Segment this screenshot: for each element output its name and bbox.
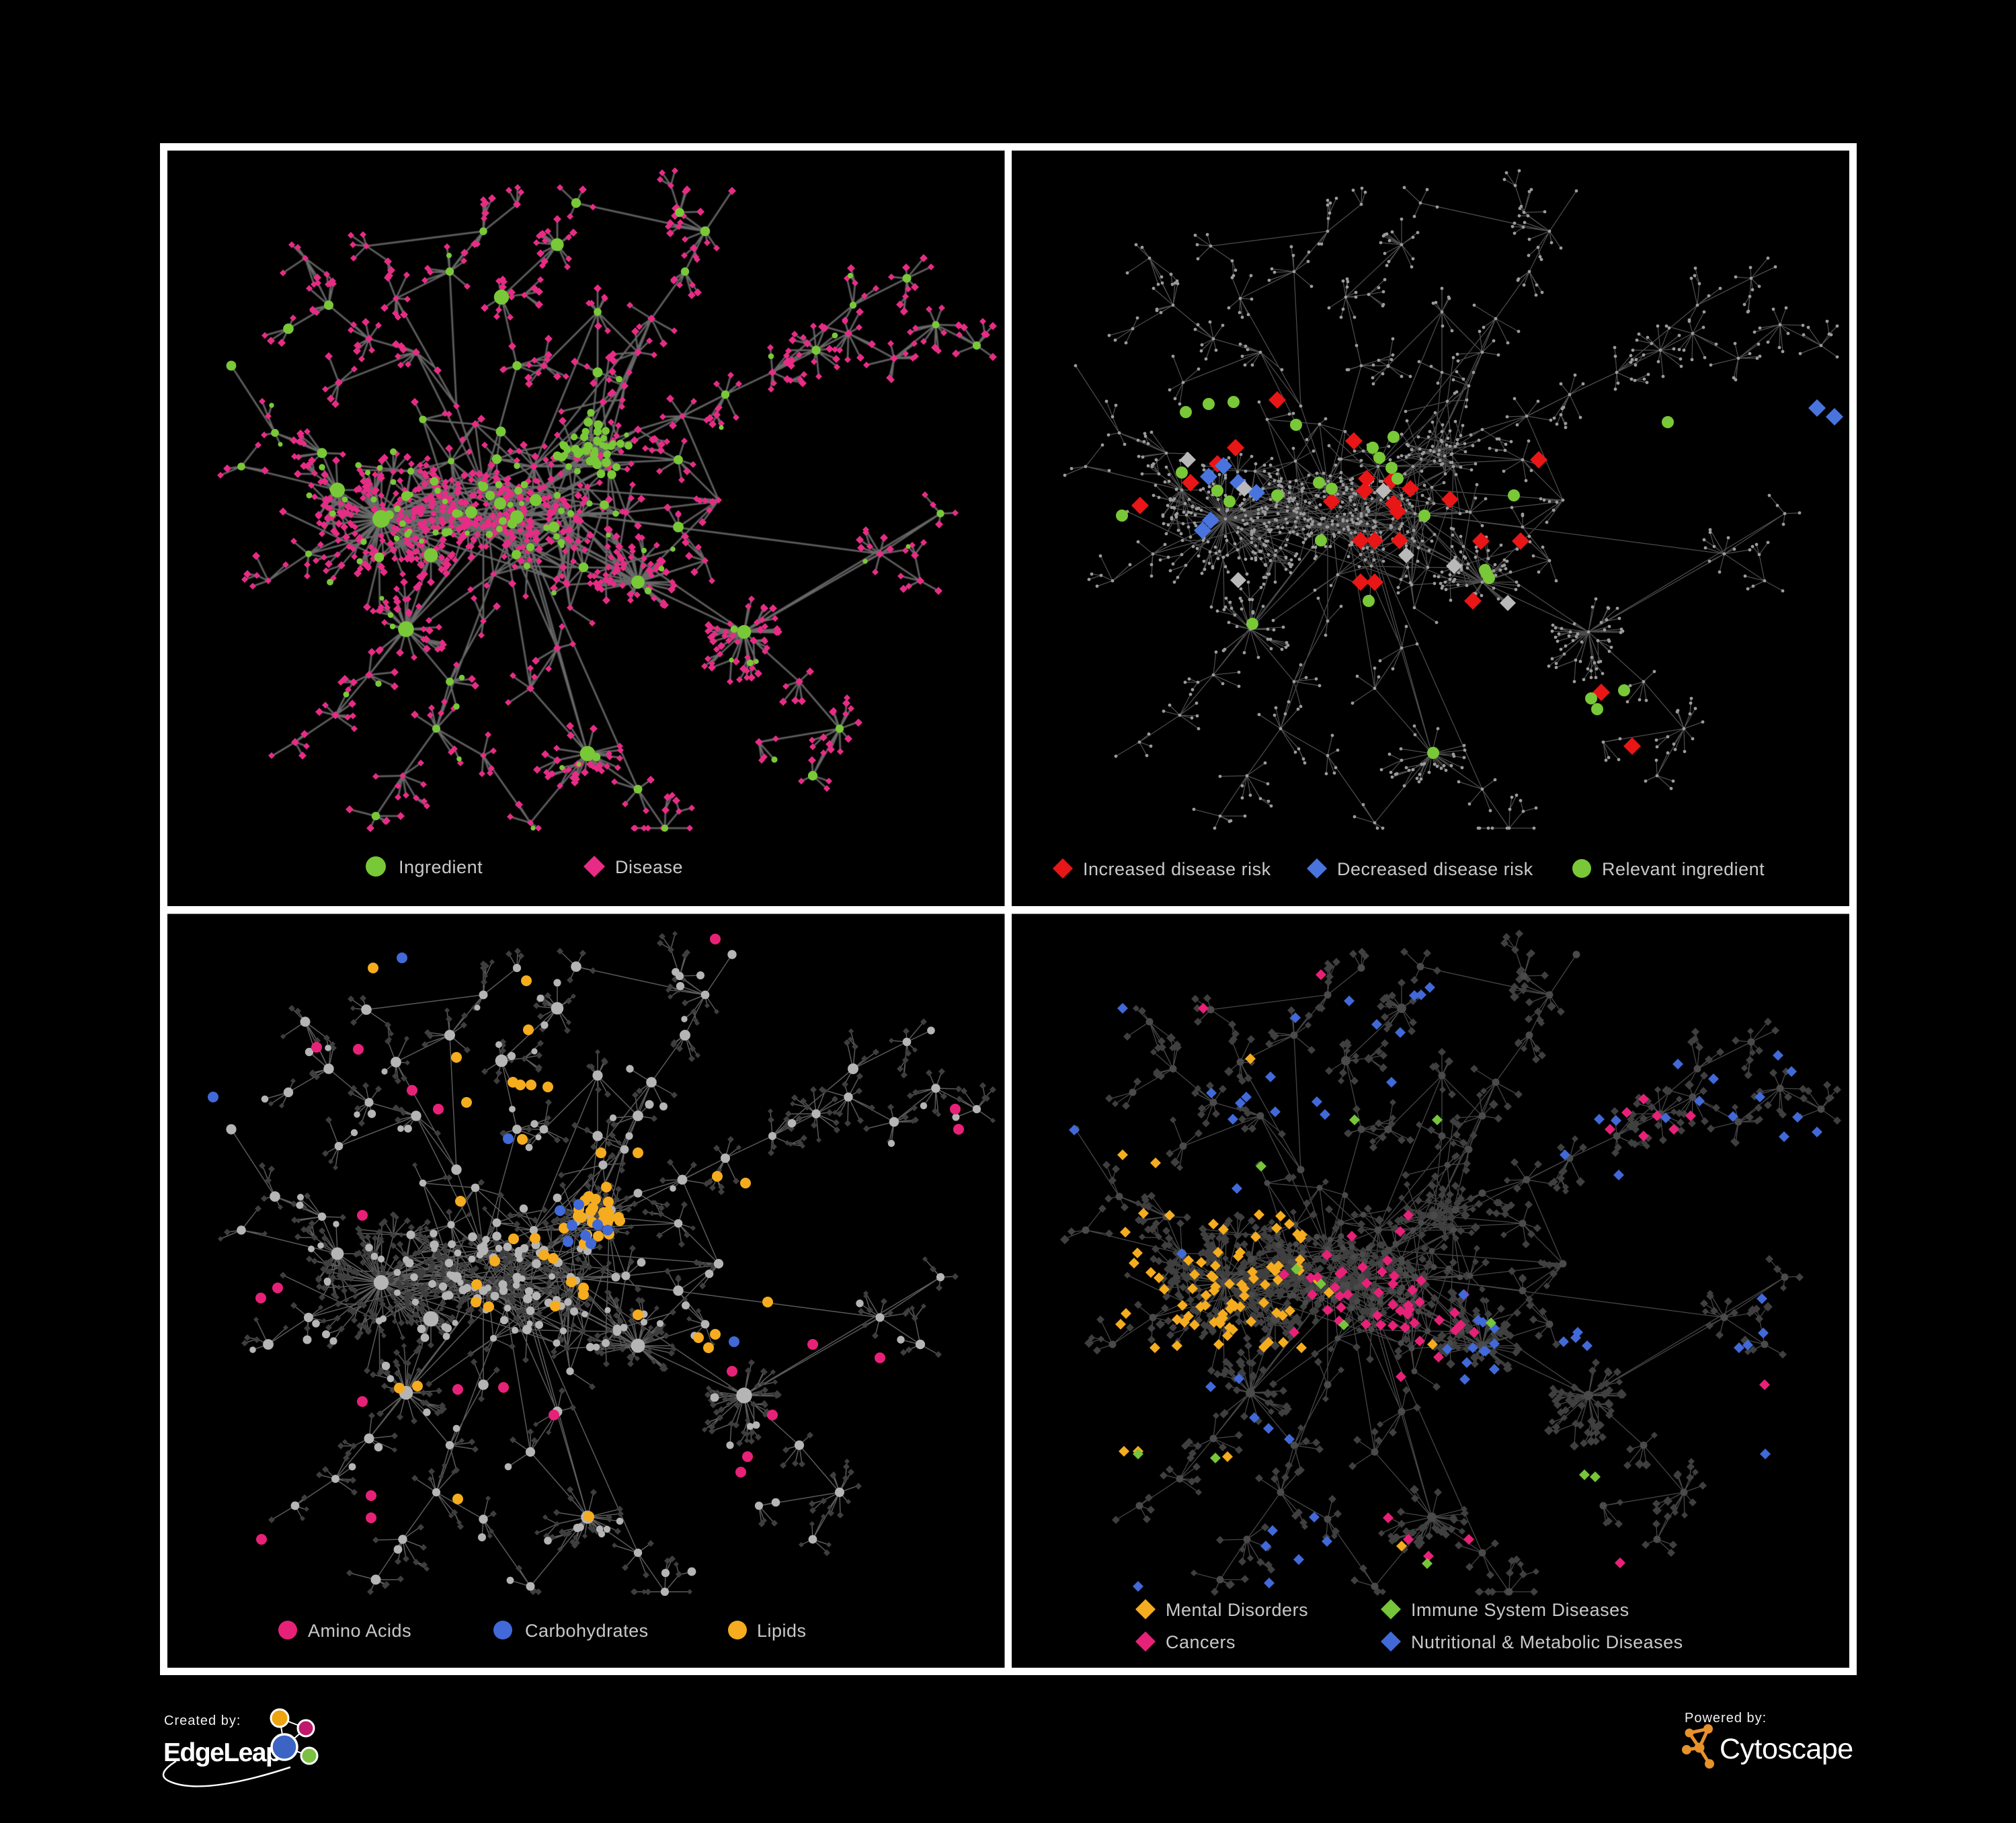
- svg-text:Decreased disease risk: Decreased disease risk: [1337, 859, 1533, 879]
- svg-text:Created by:: Created by:: [164, 1713, 241, 1728]
- svg-text:Disease: Disease: [615, 857, 683, 877]
- svg-text:Carbohydrates: Carbohydrates: [525, 1621, 649, 1641]
- svg-text:Cancers: Cancers: [1166, 1632, 1236, 1652]
- svg-text:Ingredient: Ingredient: [399, 857, 483, 877]
- svg-text:Nutritional & Metabolic Diseas: Nutritional & Metabolic Diseases: [1411, 1632, 1683, 1652]
- svg-text:Relevant ingredient: Relevant ingredient: [1602, 859, 1765, 879]
- svg-text:Immune System Diseases: Immune System Diseases: [1411, 1600, 1629, 1620]
- svg-text:Amino Acids: Amino Acids: [308, 1621, 411, 1641]
- svg-text:Mental Disorders: Mental Disorders: [1166, 1600, 1308, 1620]
- svg-text:EdgeLeap: EdgeLeap: [163, 1738, 281, 1767]
- svg-text:Cytoscape: Cytoscape: [1720, 1733, 1853, 1765]
- svg-text:Powered by:: Powered by:: [1685, 1711, 1767, 1726]
- svg-text:Increased disease risk: Increased disease risk: [1083, 859, 1271, 879]
- svg-text:Lipids: Lipids: [757, 1621, 807, 1641]
